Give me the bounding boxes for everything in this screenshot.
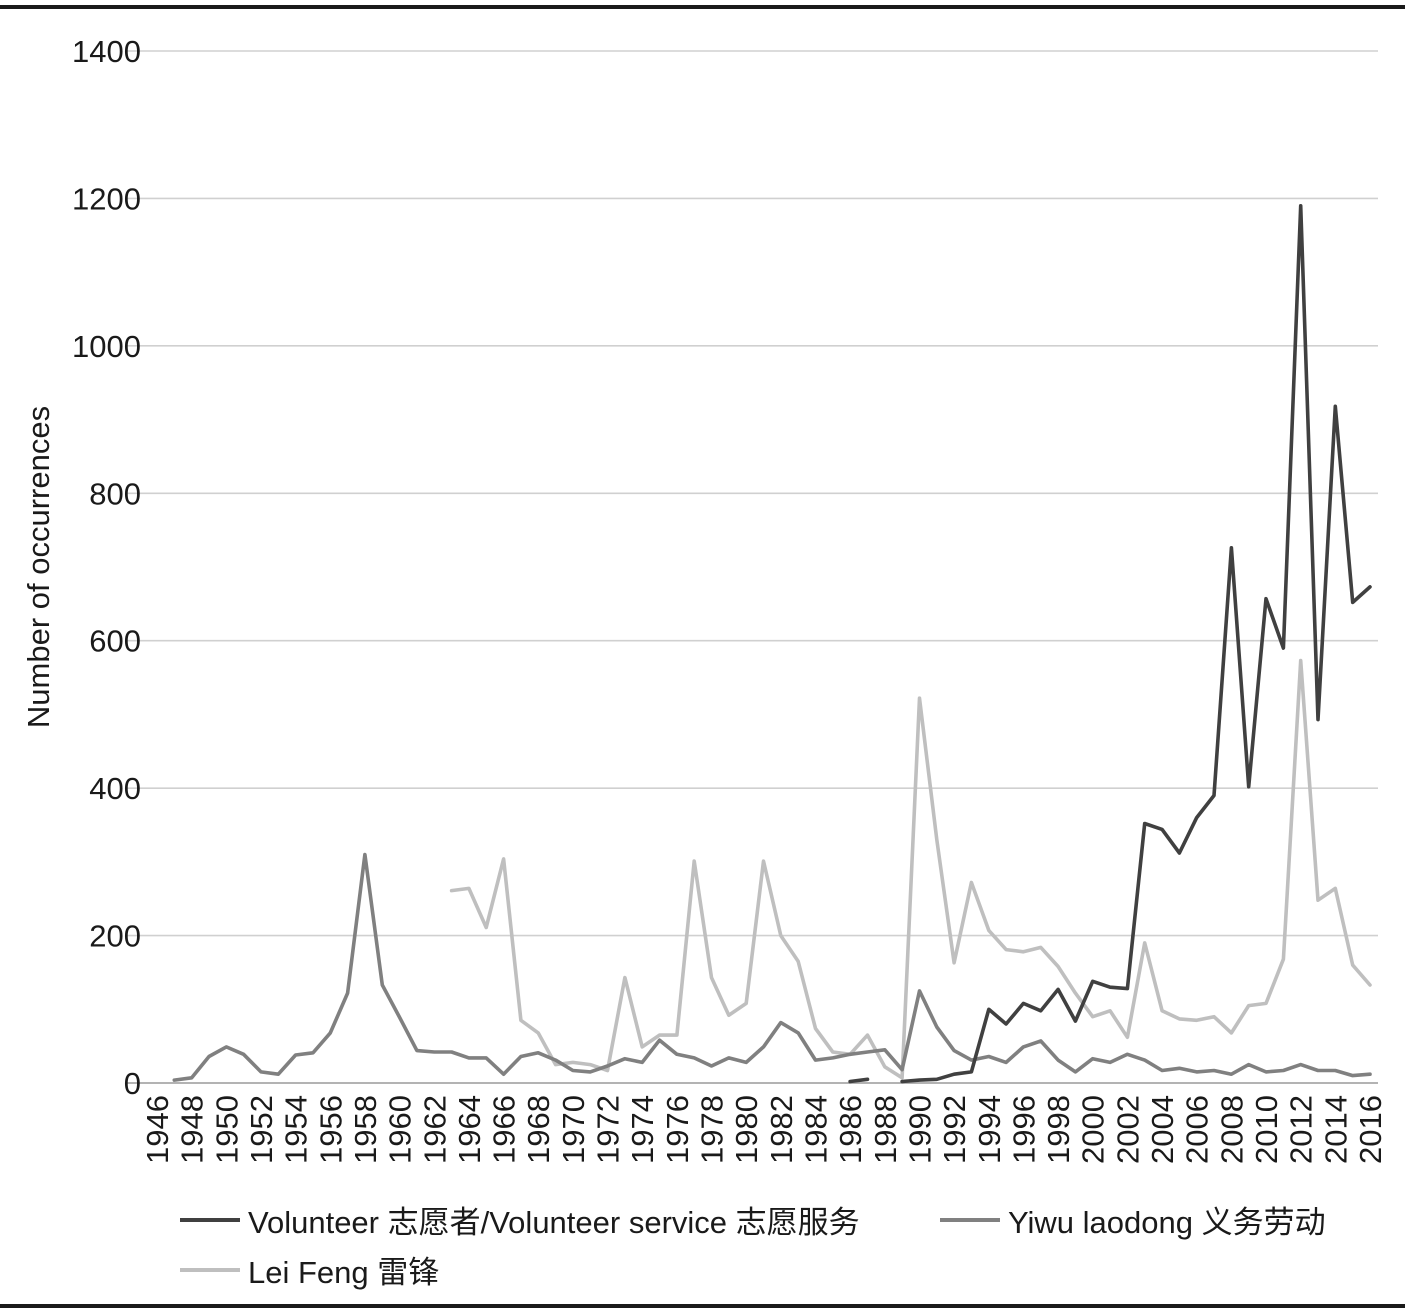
legend-item-lei-feng: Lei Feng 雷锋 (180, 1247, 439, 1292)
x-tick-label-2014: 2014 (1318, 1095, 1353, 1164)
series-line-volunteer-volunteer-1 (848, 1077, 870, 1084)
y-tick-labels: 0 200 400 600 800 1000 1200 1400 (72, 34, 141, 1101)
x-tick-label-1996: 1996 (1006, 1095, 1041, 1164)
x-tick-label-1992: 1992 (937, 1095, 972, 1164)
legend-label-volunteer: Volunteer 志愿者/Volunteer service 志愿服务 (248, 1205, 860, 1240)
x-tick-label-1978: 1978 (695, 1095, 730, 1164)
x-tick-label-1984: 1984 (798, 1095, 833, 1164)
x-tick-label-1994: 1994 (972, 1095, 1007, 1164)
y-tick-label-1200: 1200 (72, 181, 141, 216)
x-tick-label-1966: 1966 (487, 1095, 522, 1164)
y-tick-label-0: 0 (124, 1066, 141, 1101)
x-tick-label-1972: 1972 (591, 1095, 626, 1164)
series-line-volunteer-volunteer-2 (900, 204, 1372, 1084)
x-tick-label-1974: 1974 (625, 1095, 660, 1164)
y-tick-label-200: 200 (89, 919, 141, 954)
legend-label-lei-feng: Lei Feng 雷锋 (248, 1255, 440, 1290)
legend-item-volunteer: Volunteer 志愿者/Volunteer service 志愿服务 (180, 1197, 860, 1242)
x-tick-label-1982: 1982 (764, 1095, 799, 1164)
x-tick-label-1950: 1950 (209, 1095, 244, 1164)
series-line-lei-feng (449, 658, 1372, 1080)
x-tick-label-1986: 1986 (833, 1095, 868, 1164)
x-tick-label-2006: 2006 (1180, 1095, 1215, 1164)
x-tick-label-1988: 1988 (868, 1095, 903, 1164)
legend-swatch-yiwu-laodong (940, 1217, 1000, 1222)
x-tick-label-1958: 1958 (348, 1095, 383, 1164)
x-tick-label-1948: 1948 (175, 1095, 210, 1164)
legend-item-yiwu-laodong: Yiwu laodong 义务劳动 (940, 1197, 1326, 1242)
x-tick-label-1976: 1976 (660, 1095, 695, 1164)
x-tick-label-2016: 2016 (1353, 1095, 1388, 1164)
x-tick-label-1960: 1960 (383, 1095, 418, 1164)
x-tick-label-2012: 2012 (1284, 1095, 1319, 1164)
x-tick-label-1954: 1954 (279, 1095, 314, 1164)
x-tick-label-2000: 2000 (1076, 1095, 1111, 1164)
x-tick-label-1980: 1980 (729, 1095, 764, 1164)
x-tick-label-2010: 2010 (1249, 1095, 1284, 1164)
legend-swatch-volunteer (180, 1217, 240, 1222)
gridlines (126, 50, 1378, 1084)
x-tick-label-1964: 1964 (452, 1095, 487, 1164)
series-lines (172, 204, 1372, 1084)
y-tick-label-1000: 1000 (72, 329, 141, 364)
x-tick-label-1962: 1962 (417, 1095, 452, 1164)
x-tick-label-1990: 1990 (902, 1095, 937, 1164)
legend-swatch-lei-feng (180, 1267, 240, 1272)
y-tick-label-1400: 1400 (72, 34, 141, 69)
x-tick-labels: 1946 1948 1950 1952 1954 1956 1958 1960 1962 1964… (140, 1095, 1388, 1164)
series-line-yiwu-laodong (172, 852, 1372, 1082)
x-tick-label-1956: 1956 (313, 1095, 348, 1164)
x-tick-label-2008: 2008 (1214, 1095, 1249, 1164)
x-tick-label-2002: 2002 (1110, 1095, 1145, 1164)
y-tick-label-400: 400 (89, 771, 141, 806)
x-tick-label-2004: 2004 (1145, 1095, 1180, 1164)
y-tick-label-600: 600 (89, 624, 141, 659)
y-axis-label: Number of occurrences (21, 406, 56, 728)
legend-label-yiwu-laodong: Yiwu laodong 义务劳动 (1008, 1205, 1326, 1240)
x-tick-label-1998: 1998 (1041, 1095, 1076, 1164)
x-tick-label-1952: 1952 (244, 1095, 279, 1164)
y-tick-label-800: 800 (89, 476, 141, 511)
x-tick-label-1946: 1946 (140, 1095, 175, 1164)
x-tick-label-1968: 1968 (521, 1095, 556, 1164)
x-tick-label-1970: 1970 (556, 1095, 591, 1164)
